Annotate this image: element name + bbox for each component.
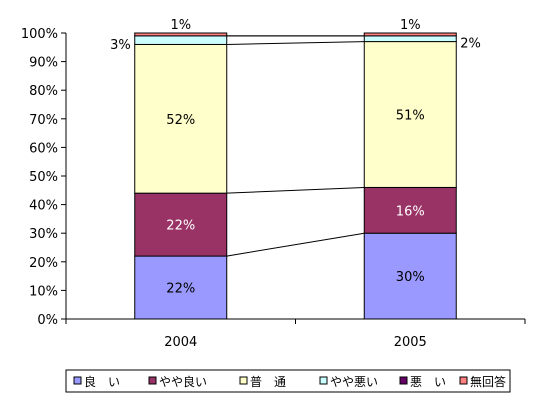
legend-label: やや悪い bbox=[330, 375, 378, 389]
legend-swatch bbox=[148, 376, 157, 385]
y-tick-label: 10% bbox=[29, 284, 58, 299]
bar-segment bbox=[134, 32, 228, 37]
bars bbox=[134, 32, 457, 320]
data-label: 16% bbox=[396, 204, 425, 219]
bar-segment bbox=[363, 232, 457, 320]
y-tick-label: 70% bbox=[29, 113, 58, 128]
data-label: 52% bbox=[166, 113, 195, 128]
legend-swatch bbox=[459, 376, 468, 385]
legend-label: 悪 い bbox=[410, 375, 446, 389]
legend-swatch bbox=[239, 376, 248, 385]
connector-line bbox=[226, 232, 365, 257]
bar-segment bbox=[363, 41, 457, 188]
data-label: 1% bbox=[170, 18, 191, 33]
legend: 良 い やや良い 普 通 やや悪い 悪 い 無回答 bbox=[65, 369, 511, 393]
connector-line bbox=[226, 186, 365, 194]
legend-label: 普 通 bbox=[250, 375, 286, 389]
y-tick-label: 80% bbox=[29, 84, 58, 99]
legend-label: やや良い bbox=[159, 374, 207, 389]
series-connector-lines bbox=[226, 35, 365, 257]
data-label: 22% bbox=[166, 282, 195, 297]
y-axis: 0% 10% 20% 30% 40% 50% 60% 70% 80% 90% 100% bbox=[21, 27, 67, 328]
legend-label: 無回答 bbox=[470, 374, 506, 389]
x-tick-label: 2005 bbox=[394, 335, 427, 350]
bar-segment bbox=[134, 255, 228, 320]
data-label: 3% bbox=[110, 38, 131, 53]
bar-segment bbox=[134, 192, 228, 257]
legend-swatch bbox=[399, 376, 408, 385]
bar-segment bbox=[134, 43, 228, 194]
legend-swatch bbox=[73, 376, 82, 385]
data-label: 30% bbox=[396, 270, 425, 285]
connector-line bbox=[226, 41, 365, 45]
x-axis: 2004 2005 bbox=[65, 318, 526, 350]
y-tick-label: 50% bbox=[29, 170, 58, 185]
y-tick-label: 90% bbox=[29, 56, 58, 71]
bar-segment bbox=[134, 35, 228, 45]
x-tick-label: 2004 bbox=[164, 335, 197, 350]
data-label: 51% bbox=[396, 109, 425, 124]
y-tick-label: 100% bbox=[21, 27, 58, 42]
legend-swatch bbox=[319, 376, 328, 385]
data-label: 1% bbox=[400, 18, 421, 33]
data-label: 22% bbox=[166, 219, 195, 234]
bar-segment bbox=[363, 186, 457, 234]
y-tick-label: 20% bbox=[29, 256, 58, 271]
y-tick-label: 40% bbox=[29, 199, 58, 214]
legend-label: 良 い bbox=[84, 374, 120, 389]
y-tick-label: 60% bbox=[29, 141, 58, 156]
data-labels: 22% 30% 22% 16% 52% 51% 3% 2% 1% 1% bbox=[110, 18, 481, 297]
data-label: 2% bbox=[460, 37, 481, 52]
bar-segment bbox=[363, 35, 457, 43]
y-tick-label: 30% bbox=[29, 227, 58, 242]
bar-segment bbox=[363, 32, 457, 37]
legend-box bbox=[65, 369, 511, 393]
y-tick-label: 0% bbox=[37, 313, 58, 328]
